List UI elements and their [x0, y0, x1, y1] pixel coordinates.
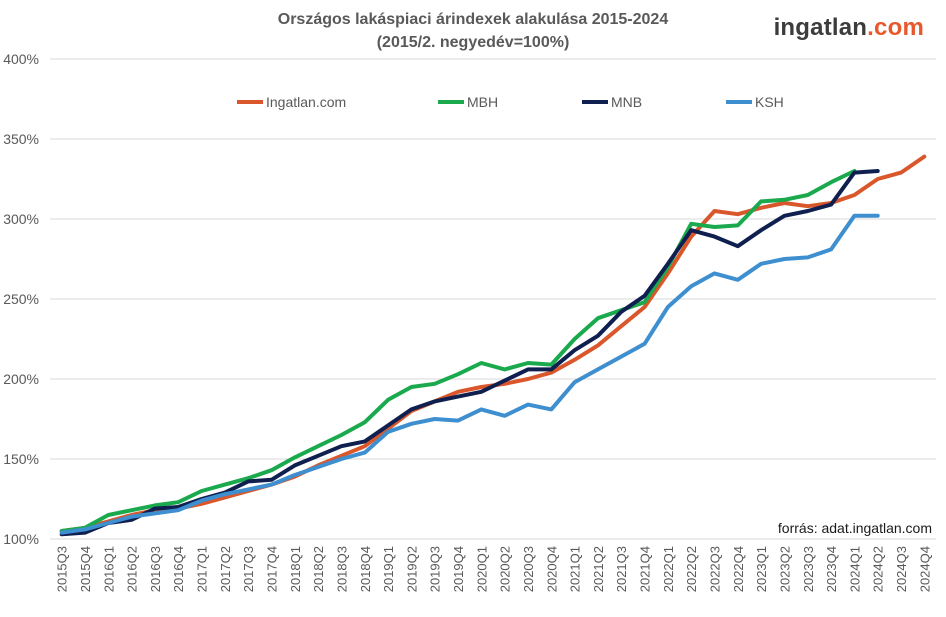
- legend-label: Ingatlan.com: [266, 94, 346, 110]
- brand-logo: ingatlan.com: [774, 14, 924, 42]
- x-tick-label: 2017Q2: [218, 546, 233, 592]
- logo-accent-text: .com: [867, 14, 924, 41]
- chart-subtitle: (2015/2. negyedév=100%): [376, 34, 570, 51]
- x-tick-label: 2023Q2: [777, 546, 792, 592]
- x-tick-label: 2019Q1: [381, 546, 396, 592]
- x-tick-label: 2020Q4: [544, 546, 559, 592]
- x-tick-label: 2020Q3: [521, 546, 536, 592]
- x-tick-label: 2018Q2: [311, 546, 326, 592]
- x-tick-label: 2024Q2: [871, 546, 886, 592]
- x-tick-label: 2021Q3: [614, 546, 629, 592]
- series-line: [59, 213, 880, 535]
- x-tick-label: 2019Q3: [428, 546, 443, 592]
- x-tick-label: 2016Q2: [125, 546, 140, 592]
- x-tick-label: 2024Q1: [847, 546, 862, 592]
- x-tick-label: 2020Q1: [474, 546, 489, 592]
- x-tick-label: 2017Q1: [195, 546, 210, 592]
- x-tick-label: 2017Q4: [265, 546, 280, 592]
- x-tick-label: 2022Q4: [731, 546, 746, 592]
- x-tick-label: 2021Q1: [568, 546, 583, 592]
- x-tick-label: 2022Q3: [708, 546, 723, 592]
- chart-title: Országos lakáspiaci árindexek alakulása …: [277, 11, 669, 28]
- x-tick-label: 2022Q1: [661, 546, 676, 592]
- x-tick-label: 2023Q3: [801, 546, 816, 592]
- x-tick-label: 2022Q2: [684, 546, 699, 592]
- y-tick-label: 350%: [3, 131, 39, 147]
- y-tick-label: 100%: [3, 531, 39, 547]
- x-tick-label: 2015Q4: [78, 546, 93, 592]
- y-tick-label: 150%: [3, 451, 39, 467]
- x-tick-label: 2018Q1: [288, 546, 303, 592]
- y-tick-label: 400%: [3, 51, 39, 67]
- y-tick-label: 300%: [3, 211, 39, 227]
- x-tick-label: 2015Q3: [55, 546, 70, 592]
- series-line: [59, 169, 857, 533]
- x-tick-label: 2016Q1: [101, 546, 116, 592]
- x-tick-label: 2021Q2: [591, 546, 606, 592]
- x-tick-label: 2024Q3: [894, 546, 909, 592]
- logo-main-text: ingatlan: [773, 14, 868, 41]
- x-tick-label: 2020Q2: [498, 546, 513, 592]
- legend-label: MBH: [467, 94, 498, 110]
- x-tick-label: 2023Q1: [754, 546, 769, 592]
- x-tick-label: 2023Q4: [824, 546, 839, 592]
- x-tick-label: 2019Q4: [451, 546, 466, 592]
- x-tick-label: 2018Q3: [334, 546, 349, 592]
- x-tick-label: 2019Q2: [404, 546, 419, 592]
- x-tick-label: 2021Q4: [638, 546, 653, 592]
- source-note: forrás: adat.ingatlan.com: [773, 519, 936, 537]
- x-tick-label: 2016Q3: [148, 546, 163, 592]
- x-tick-label: 2024Q4: [917, 546, 932, 592]
- x-tick-label: 2016Q4: [171, 546, 186, 592]
- x-tick-label: 2017Q3: [241, 546, 256, 592]
- x-tick-label: 2018Q4: [358, 546, 373, 592]
- y-tick-label: 200%: [3, 371, 39, 387]
- series-line: [59, 169, 880, 537]
- legend-label: KSH: [755, 94, 784, 110]
- y-tick-label: 250%: [3, 291, 39, 307]
- legend-label: MNB: [611, 94, 642, 110]
